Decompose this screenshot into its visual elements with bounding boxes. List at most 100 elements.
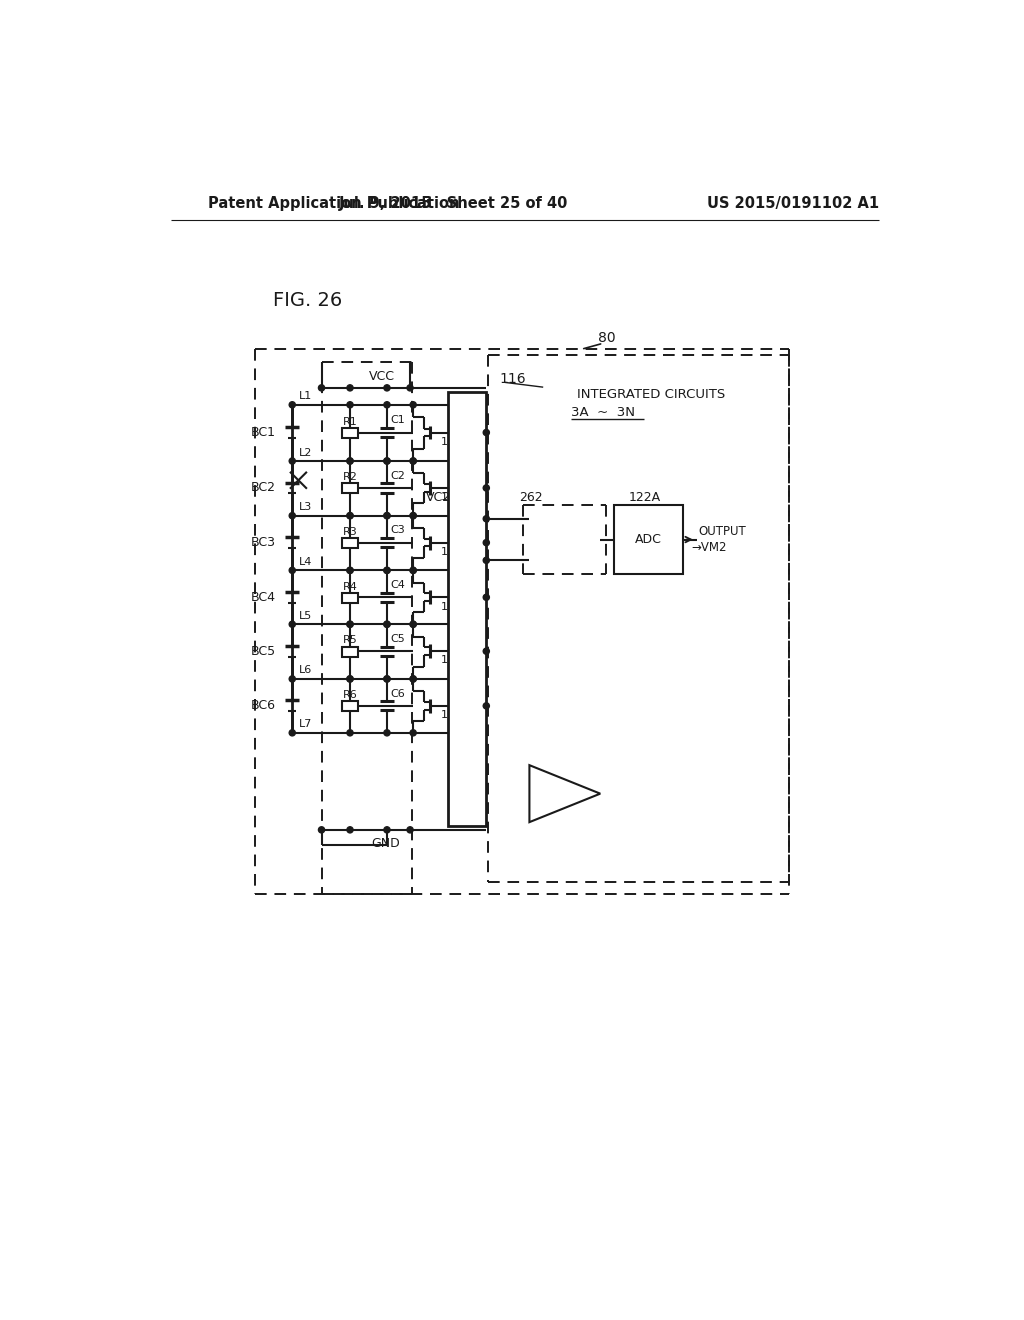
Text: 262: 262 <box>519 491 543 504</box>
Circle shape <box>384 730 390 737</box>
Bar <box>447 392 486 826</box>
Circle shape <box>384 385 390 391</box>
Text: R6: R6 <box>343 690 357 700</box>
Text: R2: R2 <box>343 473 357 482</box>
Text: C6: C6 <box>390 689 404 698</box>
Text: L4: L4 <box>298 557 311 566</box>
Circle shape <box>410 730 416 737</box>
Text: BC1: BC1 <box>251 426 275 440</box>
Circle shape <box>347 826 353 833</box>
Circle shape <box>347 622 353 627</box>
Text: →VM2: →VM2 <box>691 541 727 554</box>
Circle shape <box>410 676 416 682</box>
Bar <box>342 483 358 494</box>
Text: L3: L3 <box>298 502 311 512</box>
Circle shape <box>384 401 390 408</box>
Circle shape <box>347 512 353 519</box>
Text: R4: R4 <box>343 582 357 591</box>
Text: 122A: 122A <box>629 491 660 504</box>
Circle shape <box>289 401 295 408</box>
Text: BC5: BC5 <box>251 644 275 657</box>
Text: 129C: 129C <box>441 546 470 557</box>
Circle shape <box>347 730 353 737</box>
Text: VC2: VC2 <box>426 491 452 504</box>
Circle shape <box>289 676 295 682</box>
Bar <box>342 539 358 548</box>
Text: GND: GND <box>371 837 399 850</box>
Text: BC6: BC6 <box>251 700 275 713</box>
Text: L6: L6 <box>298 665 311 676</box>
Text: R5: R5 <box>343 635 357 645</box>
Circle shape <box>410 458 416 465</box>
Text: 129A: 129A <box>441 437 470 446</box>
Circle shape <box>384 676 390 682</box>
Circle shape <box>410 676 416 682</box>
Text: 129B: 129B <box>441 492 470 502</box>
Text: BC2: BC2 <box>251 482 275 495</box>
Circle shape <box>483 557 489 564</box>
Text: C4: C4 <box>390 579 404 590</box>
Text: L1: L1 <box>298 391 311 401</box>
Text: C5: C5 <box>390 634 404 644</box>
Circle shape <box>483 429 489 436</box>
Text: INTEGRATED CIRCUITS: INTEGRATED CIRCUITS <box>578 388 725 401</box>
Circle shape <box>384 676 390 682</box>
Circle shape <box>289 512 295 519</box>
Circle shape <box>384 512 390 519</box>
Circle shape <box>384 622 390 627</box>
Circle shape <box>384 458 390 465</box>
Circle shape <box>384 568 390 573</box>
Text: L7: L7 <box>298 719 311 730</box>
Circle shape <box>410 622 416 627</box>
Circle shape <box>410 568 416 573</box>
Circle shape <box>384 512 390 519</box>
Circle shape <box>289 458 295 465</box>
Circle shape <box>407 826 413 833</box>
Circle shape <box>410 512 416 519</box>
Text: 129E: 129E <box>441 656 469 665</box>
Circle shape <box>347 401 353 408</box>
Circle shape <box>483 540 489 545</box>
Circle shape <box>483 648 489 655</box>
Circle shape <box>384 568 390 573</box>
Circle shape <box>410 458 416 465</box>
Circle shape <box>347 512 353 519</box>
Text: C1: C1 <box>390 416 404 425</box>
Circle shape <box>289 730 295 737</box>
Circle shape <box>410 622 416 627</box>
Circle shape <box>407 385 413 391</box>
Circle shape <box>289 622 295 627</box>
Text: 3A  ~  3N: 3A ~ 3N <box>571 407 635 418</box>
Circle shape <box>410 401 416 408</box>
Circle shape <box>347 622 353 627</box>
Circle shape <box>483 516 489 521</box>
Circle shape <box>410 512 416 519</box>
Circle shape <box>347 568 353 573</box>
Circle shape <box>384 458 390 465</box>
Text: L5: L5 <box>298 611 311 620</box>
Circle shape <box>318 385 325 391</box>
Bar <box>342 647 358 656</box>
Circle shape <box>289 568 295 573</box>
Text: VCC: VCC <box>370 370 395 383</box>
Text: Jul. 9, 2015   Sheet 25 of 40: Jul. 9, 2015 Sheet 25 of 40 <box>339 195 568 211</box>
Circle shape <box>347 568 353 573</box>
Text: 116: 116 <box>500 372 526 387</box>
Text: ADC: ADC <box>635 533 663 546</box>
Bar <box>342 593 358 603</box>
Text: Patent Application Publication: Patent Application Publication <box>208 195 459 211</box>
Circle shape <box>347 458 353 465</box>
Text: OUTPUT: OUTPUT <box>698 524 746 537</box>
Circle shape <box>384 826 390 833</box>
Circle shape <box>347 676 353 682</box>
Circle shape <box>347 458 353 465</box>
Circle shape <box>483 484 489 491</box>
Text: US 2015/0191102 A1: US 2015/0191102 A1 <box>707 195 879 211</box>
Circle shape <box>483 594 489 601</box>
Text: C2: C2 <box>390 471 404 480</box>
Text: FIG. 26: FIG. 26 <box>273 292 342 310</box>
Text: L2: L2 <box>298 447 311 458</box>
Text: 129F: 129F <box>441 710 469 721</box>
Bar <box>342 428 358 438</box>
Circle shape <box>410 568 416 573</box>
